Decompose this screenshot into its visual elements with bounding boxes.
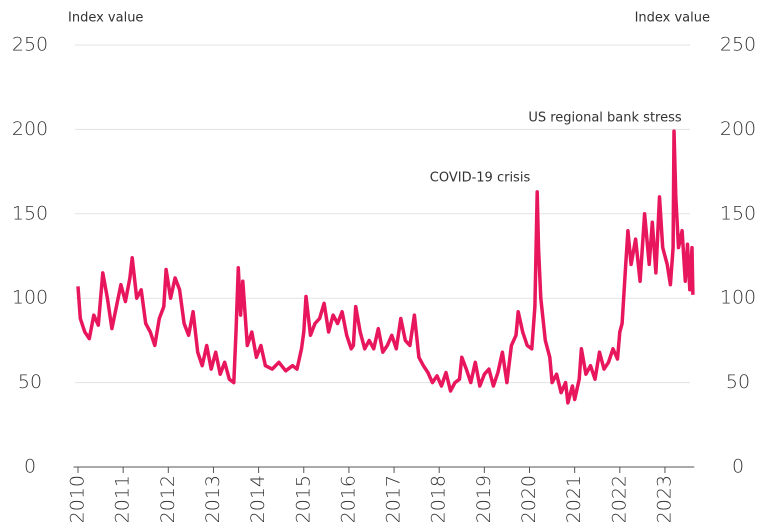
y2-tick-label: 0 [732,456,744,478]
annotation: US regional bank stress [528,111,682,126]
y-tick-label: 0 [24,456,36,478]
x-tick-label: 2015 [292,475,314,523]
x-tick-label: 2010 [67,475,89,523]
x-tick-label: 2011 [112,475,134,523]
x-tick-label: 2018 [428,475,450,523]
x-tick-label: 2020 [518,475,540,523]
y2-tick-label: 250 [720,34,756,56]
y-tick-label: 100 [12,287,48,309]
x-tick-label: 2021 [563,475,585,523]
x-tick-label: 2019 [473,475,495,523]
y-tick-label: 200 [12,118,48,140]
y-tick-label: 50 [18,371,42,393]
x-tick-label: 2013 [202,475,224,523]
x-tick-label: 2017 [383,475,405,523]
y-axis-label: Index value [68,11,143,26]
x-tick-label: 2016 [337,475,359,523]
y2-tick-label: 150 [720,202,756,224]
y-tick-label: 150 [12,202,48,224]
y2-tick-label: 200 [720,118,756,140]
y2-tick-label: 100 [720,287,756,309]
line [76,129,695,405]
annotation: COVID-19 crisis [430,171,531,186]
y-tick-label: 250 [12,34,48,56]
x-tick-label: 2022 [608,475,630,523]
x-tick-label: 2014 [247,475,269,523]
x-tick-label: 2023 [653,475,675,523]
y2-axis-label: Index value [635,11,710,26]
y2-tick-label: 50 [726,371,750,393]
x-tick-label: 2012 [157,475,179,523]
